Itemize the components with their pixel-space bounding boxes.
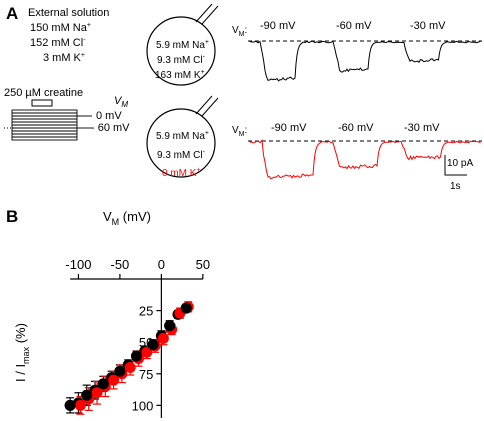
control-traces: VM: -90 mV -60 mV -30 mV (232, 20, 482, 82)
scale-time: 1s (450, 181, 461, 192)
data-point-zero-k (141, 346, 153, 358)
external-k: 3 mM K+ (43, 52, 85, 64)
cell2-cl: 9.3 mM Cl- (157, 149, 206, 161)
creatine-bar (31, 99, 53, 107)
data-point-control (131, 350, 142, 362)
voltage-protocol: 250 µM creatine VM 0 mV - 60 mV (4, 87, 130, 141)
cell1-k: 163 mM K+ (155, 69, 205, 81)
external-na: 150 mM Na+ (30, 22, 91, 34)
cell2-na: 5.9 mM Na+ (156, 130, 209, 142)
x-tick-label: 0 (158, 257, 165, 272)
protocol-vm-label: VM (114, 95, 128, 109)
trace1-voltage-60: -60 mV (336, 20, 372, 32)
x-tick-label: -50 (111, 257, 130, 272)
trace2-voltage-60: -60 mV (338, 122, 374, 134)
x-tick-label: 50 (196, 257, 210, 272)
protocol-0mv: 0 mV (96, 110, 122, 122)
trace2-voltage-30: -30 mV (404, 122, 440, 134)
protocol-60mv: - 60 mV (91, 122, 130, 134)
data-point-control (147, 339, 159, 351)
cell-diagram-control: 5.9 mM Na+ 9.3 mM Cl- 163 mM K+ (146, 3, 219, 86)
panel-b-label: B (6, 207, 18, 226)
external-title: External solution (28, 7, 109, 19)
data-point-zero-k (157, 332, 169, 344)
scale-bar: 10 pA 1s (444, 155, 473, 192)
y-tick-label: 75 (139, 367, 153, 382)
data-point-control (180, 302, 192, 314)
cell1-cl: 9.3 mM Cl- (157, 54, 206, 66)
data-point-control (164, 320, 176, 332)
x-axis-title: VM (mV) (103, 209, 151, 227)
trace1-voltage-90: -90 mV (260, 20, 296, 32)
trace2-voltage-90: -90 mV (271, 122, 307, 134)
trace1-voltage-30: -30 mV (410, 20, 446, 32)
control-current-trace (249, 40, 481, 82)
data-point-control (81, 389, 93, 401)
zero-k-current-trace (249, 139, 481, 180)
panel-a-label: A (6, 4, 18, 23)
data-point-zero-k (91, 387, 103, 399)
x-tick-label: -100 (65, 257, 91, 272)
protocol-steps (4, 109, 92, 141)
data-point-control (114, 365, 126, 377)
y-tick-label: 100 (132, 398, 154, 413)
external-solution: External solution 150 mM Na+ 152 mM Cl- … (28, 7, 109, 64)
cell-diagram-zero-k: 5.9 mM Na+ 9.3 mM Cl- 0 mM K+ (146, 95, 219, 179)
cell2-k: 0 mM K+ (162, 167, 201, 179)
zero-k-traces: VM: -90 mV -60 mV -30 mV (232, 122, 482, 180)
data-point-control (97, 378, 109, 390)
creatine-label: 250 µM creatine (4, 87, 83, 99)
y-axis-title: I / Imax (%) (13, 323, 31, 382)
trace1-vm-label: VM: (232, 25, 247, 38)
data-point-zero-k (108, 374, 120, 386)
data-point-control (64, 399, 76, 411)
data-point-zero-k (74, 399, 86, 411)
data-point-zero-k (124, 361, 136, 373)
y-tick-label: 25 (139, 304, 153, 319)
external-cl: 152 mM Cl- (30, 37, 86, 49)
cell1-na: 5.9 mM Na+ (156, 39, 209, 51)
trace2-vm-label: VM: (232, 125, 247, 138)
scale-current: 10 pA (447, 158, 473, 169)
